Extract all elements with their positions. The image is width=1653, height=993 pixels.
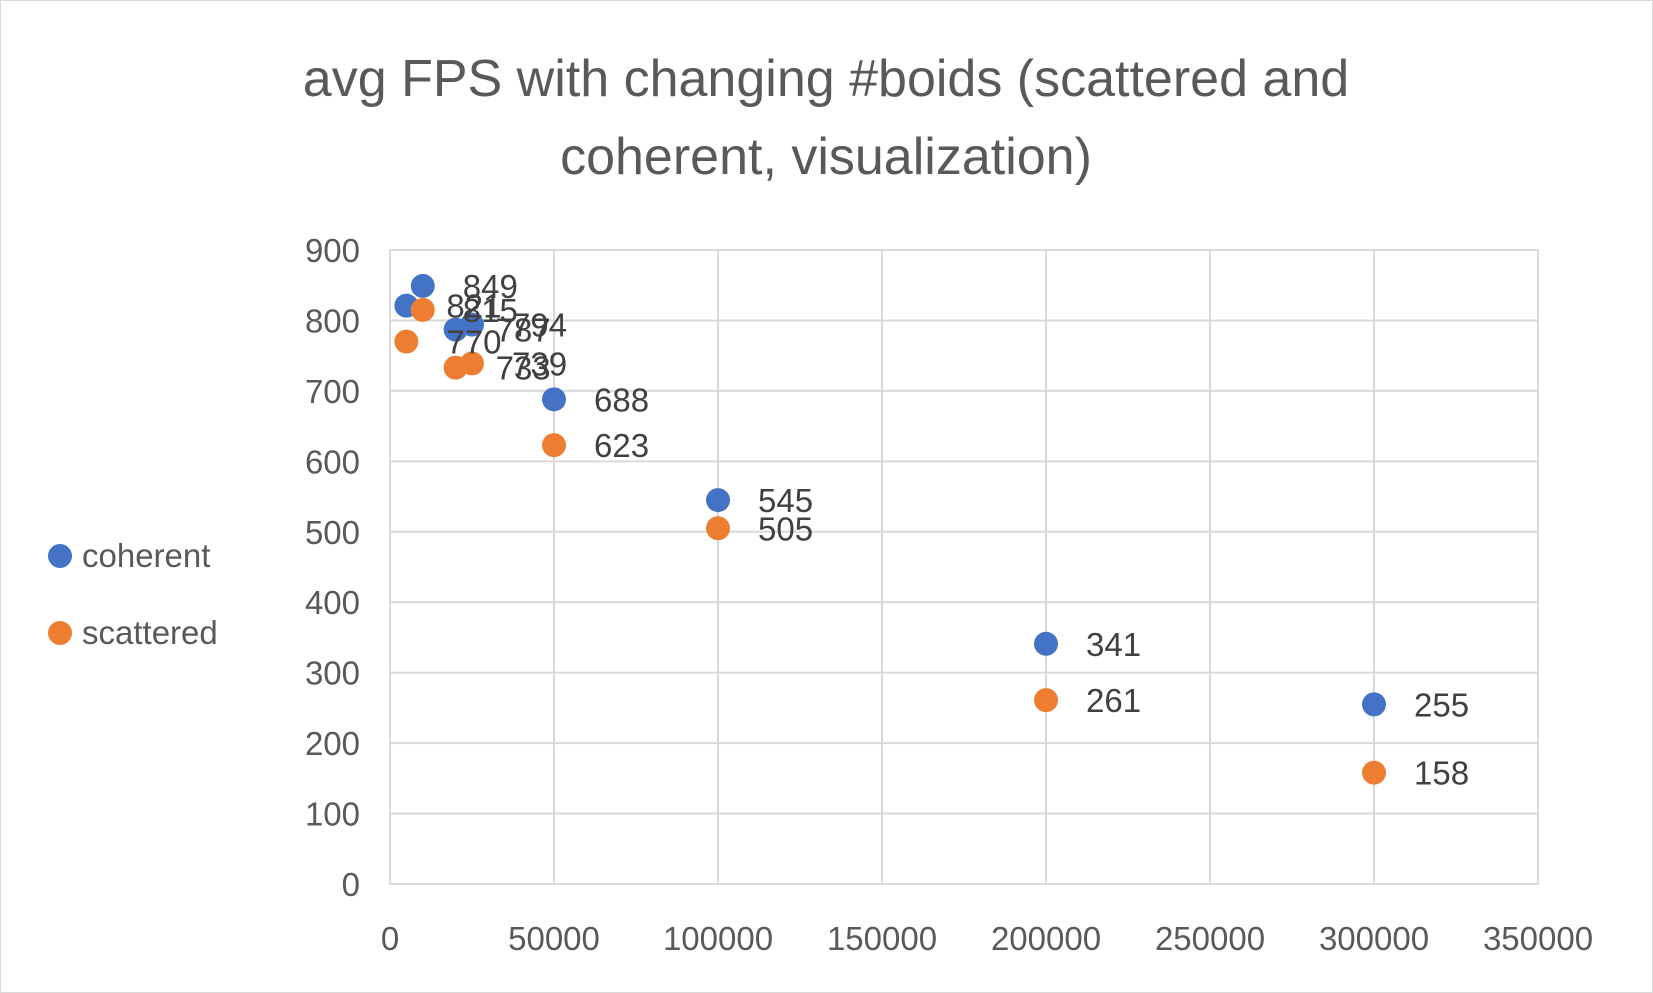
data-label-coherent: 688 <box>594 381 649 418</box>
data-label-coherent: 794 <box>512 307 567 344</box>
legend-marker-coherent <box>48 544 72 568</box>
x-tick-label: 350000 <box>1483 920 1593 957</box>
x-tick-label: 100000 <box>663 920 773 957</box>
point-coherent <box>410 273 435 298</box>
y-tick-label: 400 <box>305 584 360 621</box>
point-scattered <box>394 329 419 354</box>
data-label-coherent: 255 <box>1414 686 1469 723</box>
legend: coherent scattered <box>48 537 218 651</box>
point-coherent <box>706 488 730 513</box>
y-tick-label: 800 <box>305 302 360 339</box>
y-tick-label: 500 <box>305 514 360 551</box>
data-label-scattered: 261 <box>1086 682 1141 719</box>
legend-label-coherent: coherent <box>82 537 210 574</box>
plot-grid <box>389 249 1539 885</box>
point-scattered <box>1034 688 1058 713</box>
data-label-coherent: 821 <box>446 288 501 325</box>
y-axis-ticks: 0 100 200 300 400 500 600 700 800 900 <box>305 232 360 903</box>
point-coherent <box>1362 692 1386 717</box>
point-scattered <box>1362 760 1386 785</box>
x-tick-label: 0 <box>381 920 399 957</box>
chart-title-line-2: coherent, visualization) <box>560 128 1092 186</box>
data-label-scattered: 770 <box>446 324 501 361</box>
point-coherent <box>460 312 484 337</box>
data-label-scattered: 739 <box>512 345 567 382</box>
y-tick-label: 100 <box>305 796 360 833</box>
data-label-coherent: 787 <box>496 312 551 349</box>
y-tick-label: 900 <box>305 232 360 269</box>
x-tick-label: 300000 <box>1319 920 1429 957</box>
x-tick-label: 150000 <box>827 920 937 957</box>
point-scattered <box>706 516 730 541</box>
x-axis-ticks: 0 50000 100000 150000 200000 250000 300000 3500… <box>381 920 1593 957</box>
y-tick-label: 700 <box>305 373 360 410</box>
point-scattered <box>460 351 484 376</box>
chart-title-line-1: avg FPS with changing #boids (scattered … <box>303 50 1349 108</box>
point-scattered <box>542 433 566 458</box>
x-tick-label: 50000 <box>508 920 600 957</box>
data-label-coherent: 849 <box>463 268 518 305</box>
x-tick-label: 250000 <box>1155 920 1265 957</box>
data-label-scattered: 158 <box>1414 755 1469 792</box>
x-tick-label: 200000 <box>991 920 1101 957</box>
y-tick-label: 300 <box>305 655 360 692</box>
data-label-scattered: 815 <box>463 292 518 329</box>
y-tick-label: 200 <box>305 725 360 762</box>
data-points <box>394 273 1386 785</box>
legend-marker-scattered <box>48 621 72 645</box>
y-tick-label: 600 <box>305 443 360 480</box>
data-label-scattered: 733 <box>496 350 551 387</box>
point-scattered <box>410 297 435 322</box>
point-coherent <box>1034 631 1058 656</box>
point-coherent <box>542 387 566 412</box>
data-label-coherent: 545 <box>758 482 813 519</box>
legend-label-scattered: scattered <box>82 614 218 651</box>
data-label-scattered: 505 <box>758 510 813 547</box>
y-tick-label: 0 <box>342 866 360 903</box>
data-label-scattered: 623 <box>594 427 649 464</box>
data-label-coherent: 341 <box>1086 626 1141 663</box>
